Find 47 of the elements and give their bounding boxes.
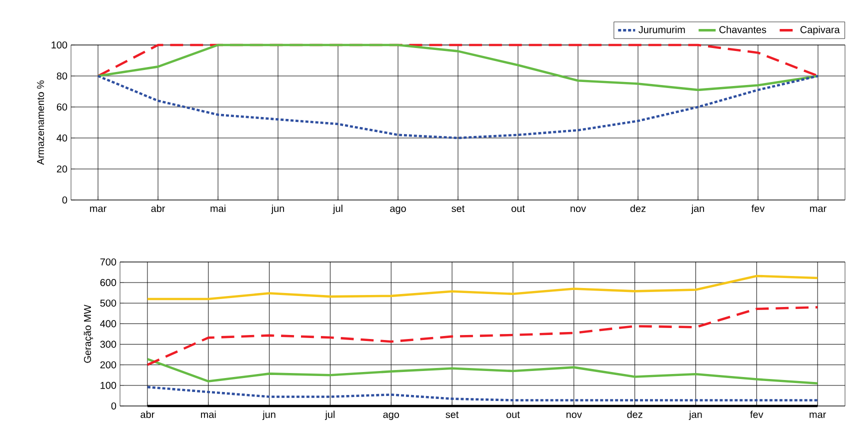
x-tick-label: abr [140,410,154,418]
y-tick-label: 600 [100,279,116,286]
y-tick-label: 40 [56,134,68,142]
x-tick-label: ago [390,206,406,214]
y-tick-label: 500 [100,300,116,307]
x-tick-label: dez [627,410,642,418]
y-tick-label: 0 [111,402,116,410]
x-tick-label: fev [752,204,765,212]
x-tick-label: out [512,205,525,212]
x-tick-label: dez [630,204,646,212]
x-tick-label: abr [151,204,166,212]
line-series [146,274,819,300]
y-tick-label: 400 [100,320,116,328]
y-tick-label: 60 [56,103,68,111]
x-tick-label: mai [200,410,216,418]
legend-label: Jurumurim [638,26,685,34]
y-axis-title: Armazenamento % [37,80,44,165]
x-tick-label: jan [688,410,702,420]
x-tick-label: out [506,411,520,418]
line-series [146,306,819,366]
x-tick-label: jul [332,204,342,214]
x-tick-label: jun [262,410,276,420]
y-tick-label: 20 [56,165,68,173]
line-series [146,358,819,385]
x-tick-label: nov [570,206,586,212]
x-tick-label: mar [810,206,826,212]
y-tick-label: 300 [100,340,116,348]
legend-label: Capivara [800,26,840,36]
x-tick-label: mai [210,204,226,212]
y-tick-label: 100 [52,41,68,49]
x-tick-label: jan [691,204,704,214]
y-tick-label: 80 [56,72,68,80]
y-tick-label: 200 [100,361,116,368]
y-tick-label: 700 [100,258,116,266]
x-tick-label: ago [383,412,400,420]
x-tick-label: set [452,205,465,212]
y-tick-label: 0 [62,196,68,204]
x-tick-label: nov [566,412,582,418]
x-tick-label: set [446,411,459,418]
x-tick-label: mar [90,206,106,212]
legend-label: Chavantes [719,26,766,34]
x-tick-label: jun [271,204,284,214]
x-tick-label: fev [750,410,764,418]
y-tick-label: 100 [100,382,116,389]
x-tick-label: jul [324,410,335,420]
x-tick-label: mar [810,412,826,418]
y-axis-title: Geração MW [84,304,94,363]
